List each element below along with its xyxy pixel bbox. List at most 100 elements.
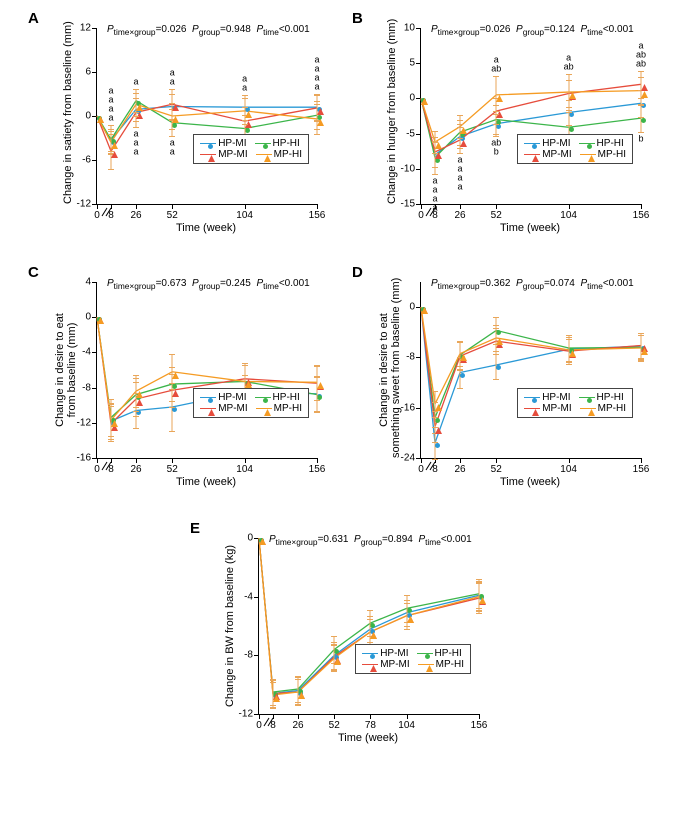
legend-line-icon xyxy=(200,408,216,410)
xtick-label: 156 xyxy=(309,464,326,475)
legend-item: HP-HI xyxy=(255,138,300,149)
legend-label: MP-HI xyxy=(598,403,626,414)
ytick-label: 0 xyxy=(71,111,91,122)
sig-letter: a xyxy=(458,182,463,191)
legend-item: MP-MI xyxy=(200,403,247,414)
error-cap xyxy=(493,114,499,115)
legend-item: MP-HI xyxy=(580,403,626,414)
error-cap xyxy=(493,351,499,352)
error-cap xyxy=(457,370,463,371)
error-cap xyxy=(169,389,175,390)
error-cap xyxy=(566,74,572,75)
error-cap xyxy=(295,676,301,677)
error-cap xyxy=(108,169,114,170)
xtick-mark xyxy=(136,458,137,463)
sig-letter: ab xyxy=(564,62,574,71)
legend-line-icon xyxy=(579,143,595,145)
lines-layer xyxy=(421,282,641,458)
ytick-label: 10 xyxy=(395,23,415,34)
panel-label: D xyxy=(352,264,363,281)
error-cap xyxy=(432,167,438,168)
xtick-mark xyxy=(334,714,335,719)
legend-line-icon xyxy=(362,653,378,655)
xtick-label: 0 xyxy=(256,720,262,731)
error-cap xyxy=(638,361,644,362)
xtick-mark xyxy=(569,204,570,209)
error-cap xyxy=(476,613,482,614)
panel-A: APtime×group=0.026 Pgroup=0.948 Ptime<0.… xyxy=(28,10,338,245)
y-axis-label: Change in satiety from baseline (mm) xyxy=(62,28,74,204)
error-cap xyxy=(432,153,438,154)
sig-letter: a xyxy=(134,148,139,157)
legend-label: HP-HI xyxy=(435,648,462,659)
legend-line-icon xyxy=(255,143,271,145)
panel-label: C xyxy=(28,264,39,281)
xtick-mark xyxy=(569,458,570,463)
ytick-label: -12 xyxy=(71,199,91,210)
sig-letter: ab xyxy=(636,59,646,68)
error-cap xyxy=(476,582,482,583)
legend-line-icon xyxy=(200,154,216,156)
error-cap xyxy=(108,399,114,400)
legend-item: MP-HI xyxy=(256,149,302,160)
x-axis-label: Time (week) xyxy=(420,476,640,488)
error-cap xyxy=(169,129,175,130)
error-cap xyxy=(133,407,139,408)
xtick-label: 26 xyxy=(454,210,465,221)
xtick-label: 104 xyxy=(398,720,415,731)
xtick-mark xyxy=(273,714,274,719)
error-cap xyxy=(314,412,320,413)
error-cap xyxy=(331,671,337,672)
error-cap xyxy=(133,116,139,117)
legend-label: HP-MI xyxy=(380,648,408,659)
legend-item: MP-MI xyxy=(524,149,571,160)
legend-item: HP-MI xyxy=(200,392,246,403)
legend-line-icon xyxy=(200,397,216,399)
legend-item: MP-HI xyxy=(418,659,464,670)
x-axis-label: Time (week) xyxy=(258,732,478,744)
error-cap xyxy=(476,611,482,612)
error-cap xyxy=(457,115,463,116)
error-cap xyxy=(108,404,114,405)
xtick-mark xyxy=(111,204,112,209)
ytick-label: 0 xyxy=(395,93,415,104)
xtick-mark xyxy=(479,714,480,719)
legend-label: HP-MI xyxy=(542,392,570,403)
error-cap xyxy=(108,153,114,154)
xtick-label: 0 xyxy=(418,210,424,221)
error-cap xyxy=(169,407,175,408)
xtick-mark xyxy=(407,714,408,719)
legend-label: HP-HI xyxy=(273,138,300,149)
plot-area: Ptime×group=0.362 Pgroup=0.074 Ptime<0.0… xyxy=(420,282,641,459)
legend-label: MP-MI xyxy=(218,149,247,160)
error-cap xyxy=(169,354,175,355)
error-cap xyxy=(638,71,644,72)
xtick-mark xyxy=(317,458,318,463)
legend-item: HP-HI xyxy=(579,392,624,403)
legend-item: HP-MI xyxy=(524,392,570,403)
legend-item: MP-HI xyxy=(580,149,626,160)
xtick-label: 8 xyxy=(108,464,114,475)
error-cap xyxy=(638,105,644,106)
error-cap xyxy=(242,95,248,96)
error-cap xyxy=(457,366,463,367)
error-cap xyxy=(133,428,139,429)
legend-item: MP-MI xyxy=(362,659,409,670)
legend: HP-MIHP-HIMP-MIMP-HI xyxy=(517,134,633,164)
ytick-label: -12 xyxy=(233,709,253,720)
xtick-label: 104 xyxy=(236,464,253,475)
error-cap xyxy=(367,610,373,611)
xtick-label: 104 xyxy=(236,210,253,221)
sig-letter: ab xyxy=(491,64,501,73)
plot-area: Ptime×group=0.026 Pgroup=0.124 Ptime<0.0… xyxy=(420,28,641,205)
legend-line-icon xyxy=(524,154,540,156)
legend-label: HP-MI xyxy=(218,392,246,403)
xtick-mark xyxy=(136,204,137,209)
error-cap xyxy=(566,112,572,113)
panel-label: B xyxy=(352,10,363,27)
x-axis-label: Time (week) xyxy=(420,222,640,234)
xtick-mark xyxy=(111,458,112,463)
legend-label: HP-HI xyxy=(273,392,300,403)
legend-item: MP-HI xyxy=(256,403,302,414)
legend-label: HP-MI xyxy=(218,138,246,149)
